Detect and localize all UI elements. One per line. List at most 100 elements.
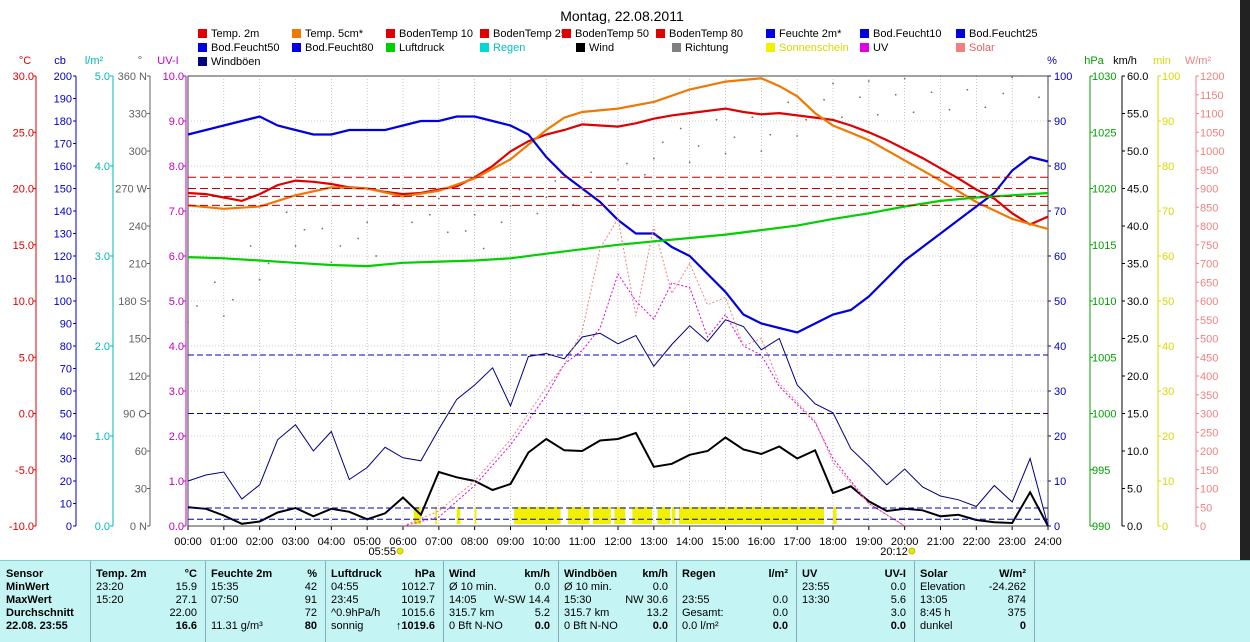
direction-point (554, 180, 557, 182)
direction-point (321, 227, 324, 230)
x-tick-label: 03:00 (282, 536, 310, 548)
direction-point (626, 162, 628, 165)
axis-tick-label: 1005 (1092, 352, 1116, 364)
table-cell-label: 07:50 (211, 594, 239, 606)
table-cell-value: 16.6 (175, 620, 197, 632)
direction-point (187, 321, 189, 324)
legend-label-feuchte-2m: Feuchte 2m* (779, 28, 842, 40)
x-tick-label: 21:00 (927, 536, 955, 548)
x-tick-label: 24:00 (1034, 536, 1062, 548)
direction-point (473, 213, 476, 216)
direction-point (867, 80, 870, 82)
axis-tick-label: 35.0 (1127, 259, 1148, 271)
axis-tick-label: 0 (66, 521, 72, 533)
table-column-0: Sensor MinWert MaxWert Durchschnitt 22.08. 2… (0, 561, 91, 642)
table-unit: km/h (642, 568, 668, 580)
axis-tick-label: 5.0 (169, 296, 184, 308)
axis-tick-label: 20 (1162, 431, 1174, 443)
table-cell-value: 375 (1007, 607, 1026, 619)
axis-tick-label: 15.0 (1127, 409, 1148, 421)
direction-point (536, 212, 539, 215)
table-cell-value: 91 (304, 594, 317, 606)
axis-tick-label: 1025 (1092, 127, 1116, 139)
axis-tick-label: 2.0 (169, 431, 184, 443)
axis-tick-label: 300 (1200, 409, 1218, 421)
series-feuchte-2m (187, 115, 1049, 334)
axis-tick-label: 1150 (1200, 90, 1224, 102)
axis-tick-label: 100 (54, 296, 72, 308)
axis-tick-label: 4.0 (169, 341, 184, 353)
axis-tick-label: 60 (1054, 251, 1066, 263)
sunshine-bar (632, 507, 653, 524)
legend-label-windb-en: Windböen (211, 56, 261, 68)
axis-tick-label: 60 (60, 386, 72, 398)
axis-tick-label: 150 (1200, 465, 1218, 477)
legend-label-luftdruck: Luftdruck (399, 42, 445, 54)
legend-swatch-windb-en (198, 57, 207, 66)
axis-tick-label: 20 (60, 476, 72, 488)
legend-swatch-feuchte-2m (766, 29, 775, 38)
axis-tick-label: 110 (54, 274, 72, 286)
axis-tick-label: 5.0 (95, 71, 110, 83)
direction-point (1038, 96, 1040, 99)
axis-tick-label: 200 (54, 71, 72, 83)
legend-label-bodentemp-10: BodenTemp 10 (399, 28, 473, 40)
table-cell-label: 0 Bft N-NO (449, 620, 503, 632)
axis-tick-label: 650 (1200, 277, 1218, 289)
axis-tick-label: 50 (1054, 296, 1066, 308)
axis-tick-label: 25.0 (1127, 334, 1148, 346)
direction-point (500, 221, 503, 224)
direction-point (643, 173, 646, 176)
table-column-1: Temp. 2m °C 23:20 15.9 15:20 27.1 22.00 16.6 (90, 561, 206, 642)
direction-point (464, 230, 467, 232)
sunshine-bar (474, 507, 477, 524)
sunshine-bar (833, 507, 837, 524)
legend-swatch-wind (576, 43, 585, 52)
legend-label-temp-2m: Temp. 2m (211, 28, 259, 40)
direction-point (832, 82, 834, 85)
axis-tick-label: 70 (1054, 206, 1066, 218)
x-tick-label: 09:00 (497, 536, 525, 548)
direction-point (724, 152, 727, 155)
axis-tick-label: 90 (1162, 116, 1174, 128)
axis-tick-label: 270 W (115, 184, 147, 196)
axis-tick-label: 995 (1092, 465, 1110, 477)
axis-tick-label: 10 (1162, 476, 1174, 488)
table-header: Wind (449, 568, 476, 580)
x-tick-label: 04:00 (318, 536, 346, 548)
axis-tick-label: 0.0 (95, 521, 110, 533)
axis-tick-label: 0.0 (1127, 521, 1142, 533)
legend-swatch-richtung (672, 43, 681, 52)
axis-tick-label: 0 (1200, 521, 1206, 533)
axis-tick-label: 50 (1162, 296, 1174, 308)
direction-point (652, 157, 655, 160)
plot-area (187, 75, 1049, 527)
table-cell-label: 0 Bft N-NO (564, 620, 618, 632)
axis-tick-label: 20.0 (13, 184, 34, 196)
direction-point (231, 298, 234, 301)
axis-tick-label: 90 (1054, 116, 1066, 128)
x-tick-label: 05:00 (353, 536, 381, 548)
legend-swatch-solar (956, 43, 965, 52)
table-cell-value: 0.0 (772, 594, 788, 606)
table-cell-label: 13:30 (802, 594, 830, 606)
x-tick-label: 22:00 (963, 536, 991, 548)
axis-tick-label: 180 S (118, 296, 147, 308)
direction-point (1047, 80, 1049, 82)
direction-point (912, 111, 915, 114)
table-cell-value: 0.0 (890, 581, 906, 593)
axis-tick-label: 0 (1054, 521, 1060, 533)
axis-tick-label: 3.0 (169, 386, 184, 398)
axis-tick-label: 30.0 (1127, 296, 1148, 308)
table-unit: UV-I (884, 568, 906, 580)
table-cell-label: 14:05 (449, 594, 477, 606)
table-cell-value: 15.9 (175, 581, 197, 593)
axis-tick-label: 120 (129, 371, 147, 383)
axis-tick-label: 1.0 (169, 476, 184, 488)
axis-tick-label: 80 (60, 341, 72, 353)
direction-point (482, 247, 485, 250)
x-tick-label: 00:00 (174, 536, 202, 548)
table-cell-label: Ø 10 min. (564, 581, 612, 593)
direction-point (446, 231, 449, 234)
direction-point (805, 118, 808, 121)
